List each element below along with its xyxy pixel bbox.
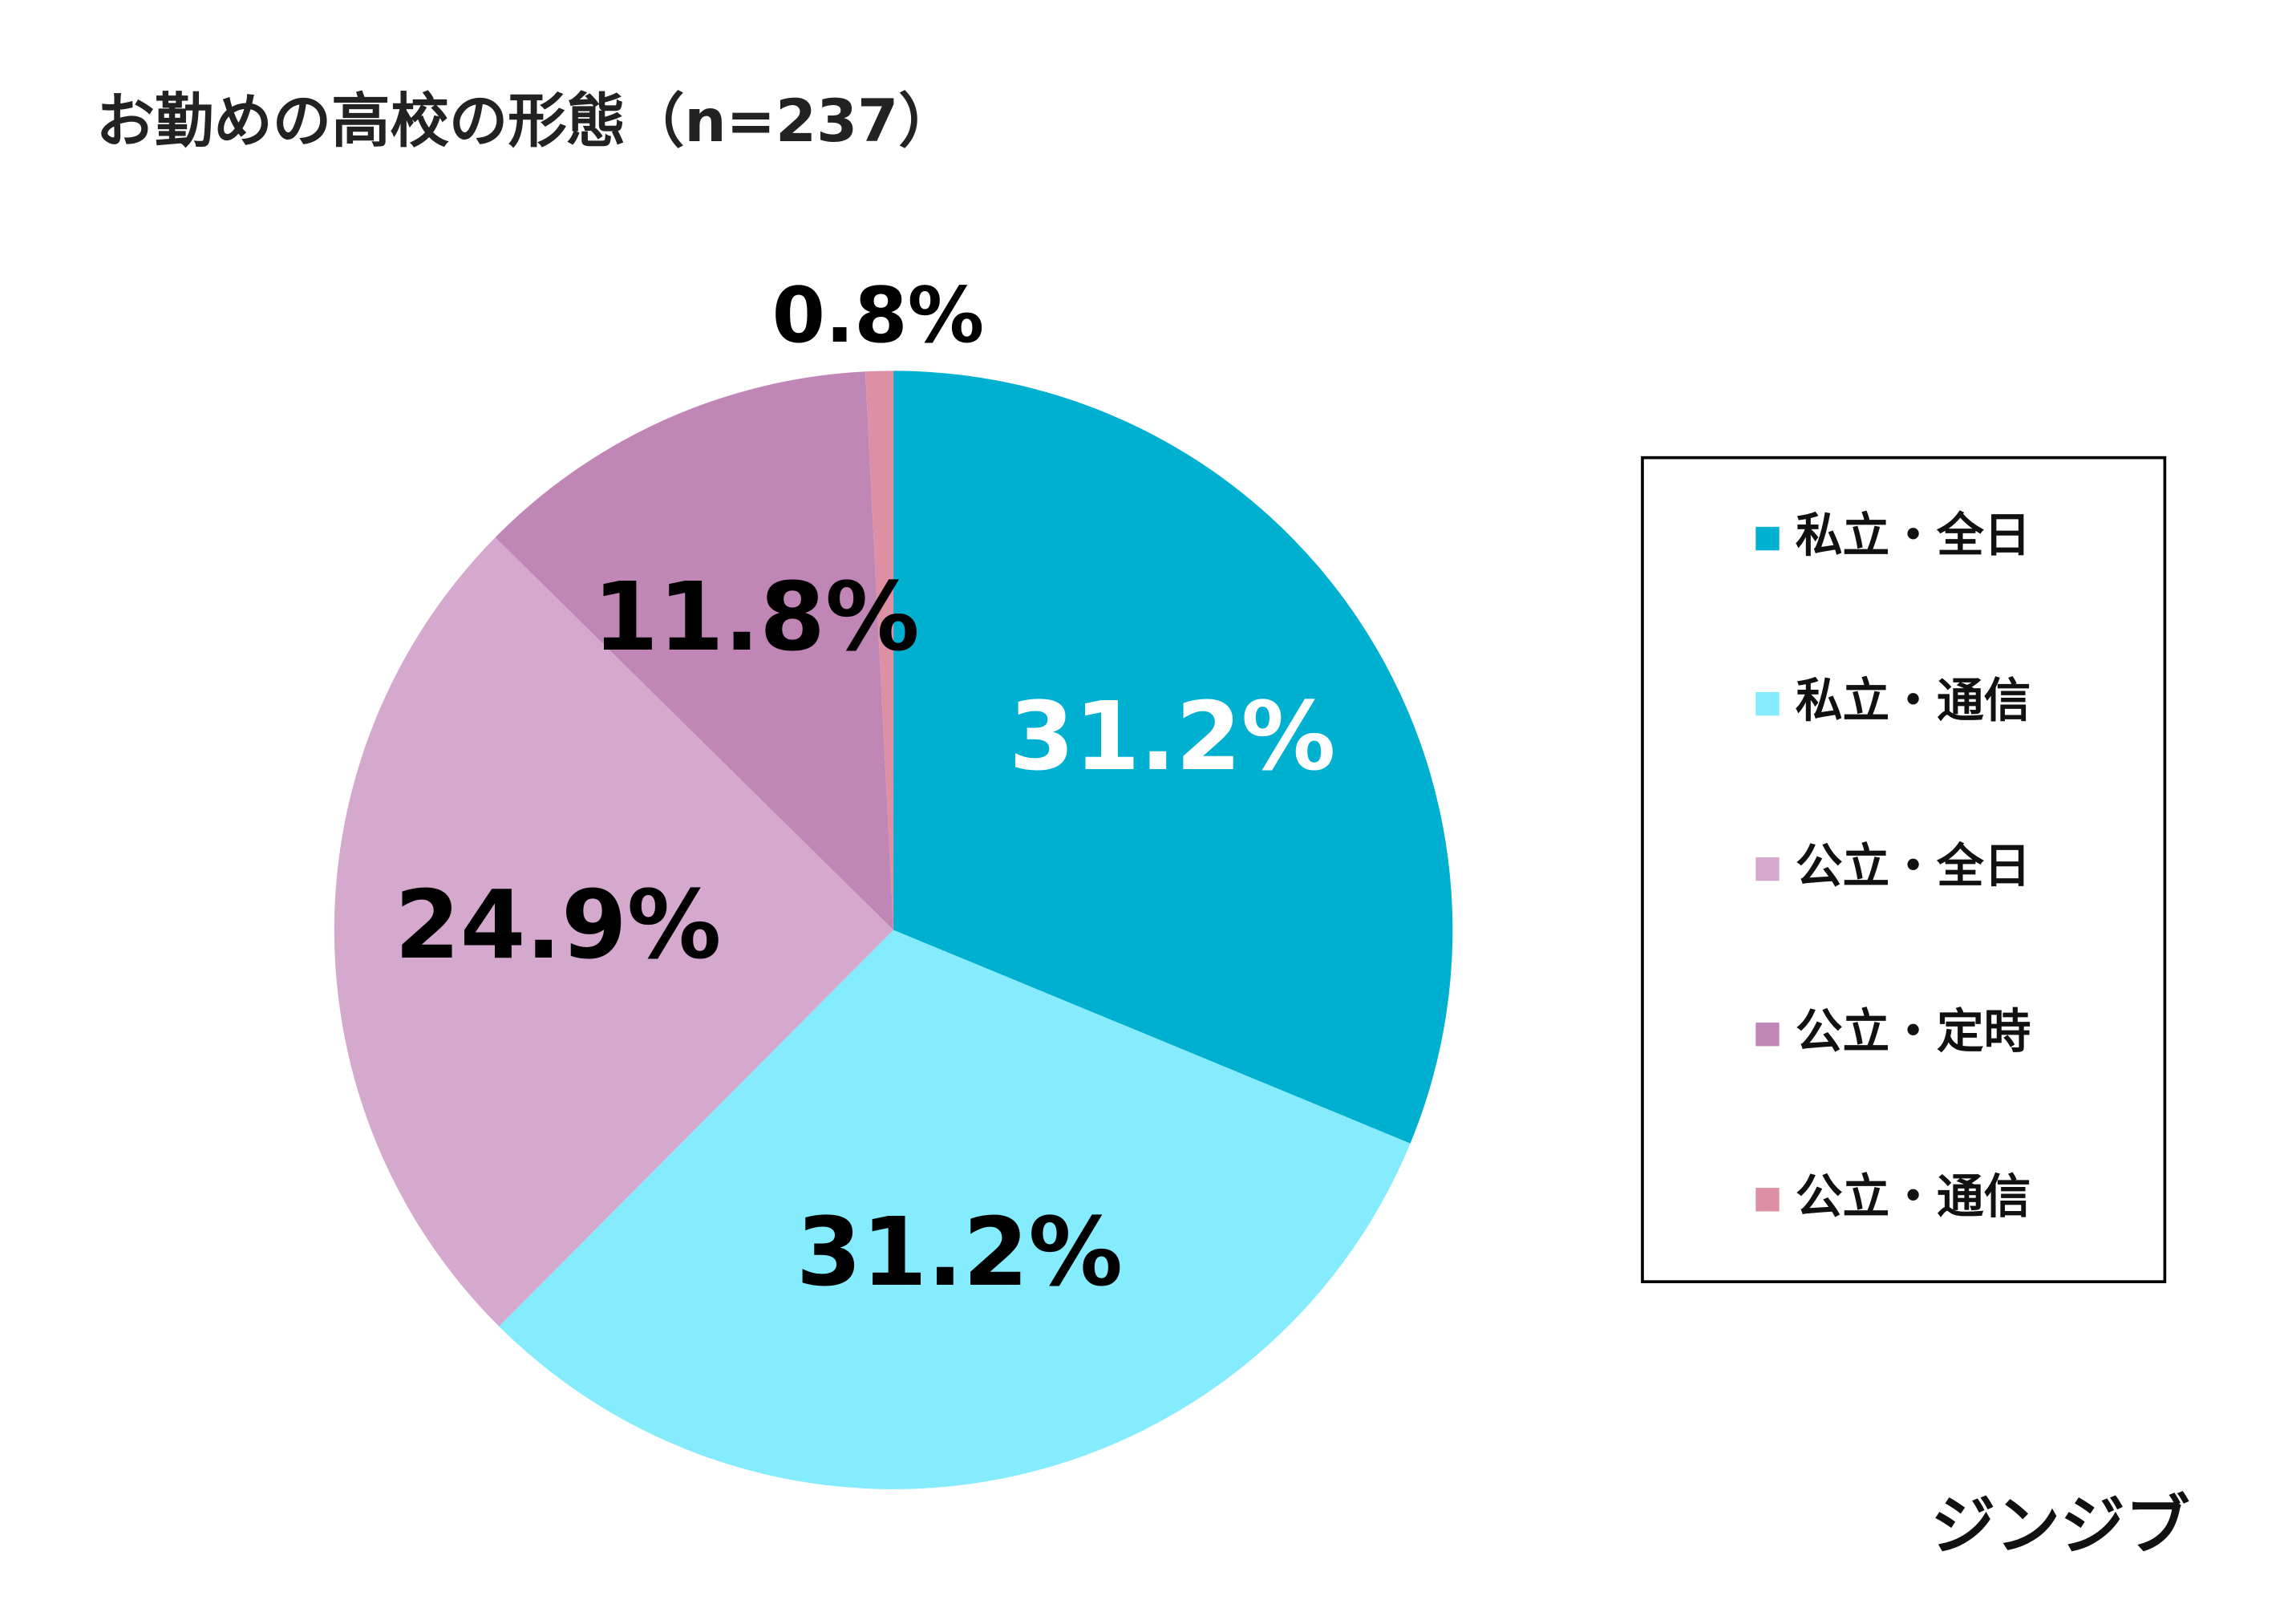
pie-slice	[893, 371, 1453, 1144]
value-label: 11.8%	[593, 562, 919, 672]
legend-label: 公立・定時	[1796, 1004, 2031, 1059]
legend-label: 私立・全日	[1796, 508, 2031, 563]
pie-slice	[865, 371, 894, 930]
value-label: 31.2%	[1009, 682, 1335, 792]
value-label: 0.8%	[772, 270, 985, 360]
legend-box	[1641, 456, 2167, 1283]
value-label: 31.2%	[796, 1197, 1123, 1307]
pie-slice	[499, 930, 1411, 1489]
pie-slice	[334, 537, 894, 1327]
legend-label: 公立・通信	[1796, 1169, 2031, 1224]
legend-swatch	[1755, 1023, 1780, 1047]
legend-swatch	[1755, 857, 1780, 881]
legend-label: 公立・全日	[1796, 839, 2031, 893]
value-label: 24.9%	[395, 870, 721, 980]
legend-swatch	[1755, 526, 1780, 551]
legend-swatch	[1755, 1188, 1780, 1212]
legend-swatch	[1755, 691, 1780, 716]
brand-logo: ジンジブ	[1931, 1489, 2190, 1564]
chart-title: お勤めの高校の形態（n=237）	[96, 87, 958, 156]
pie-slice	[495, 371, 894, 930]
legend-label: 私立・通信	[1796, 674, 2031, 728]
